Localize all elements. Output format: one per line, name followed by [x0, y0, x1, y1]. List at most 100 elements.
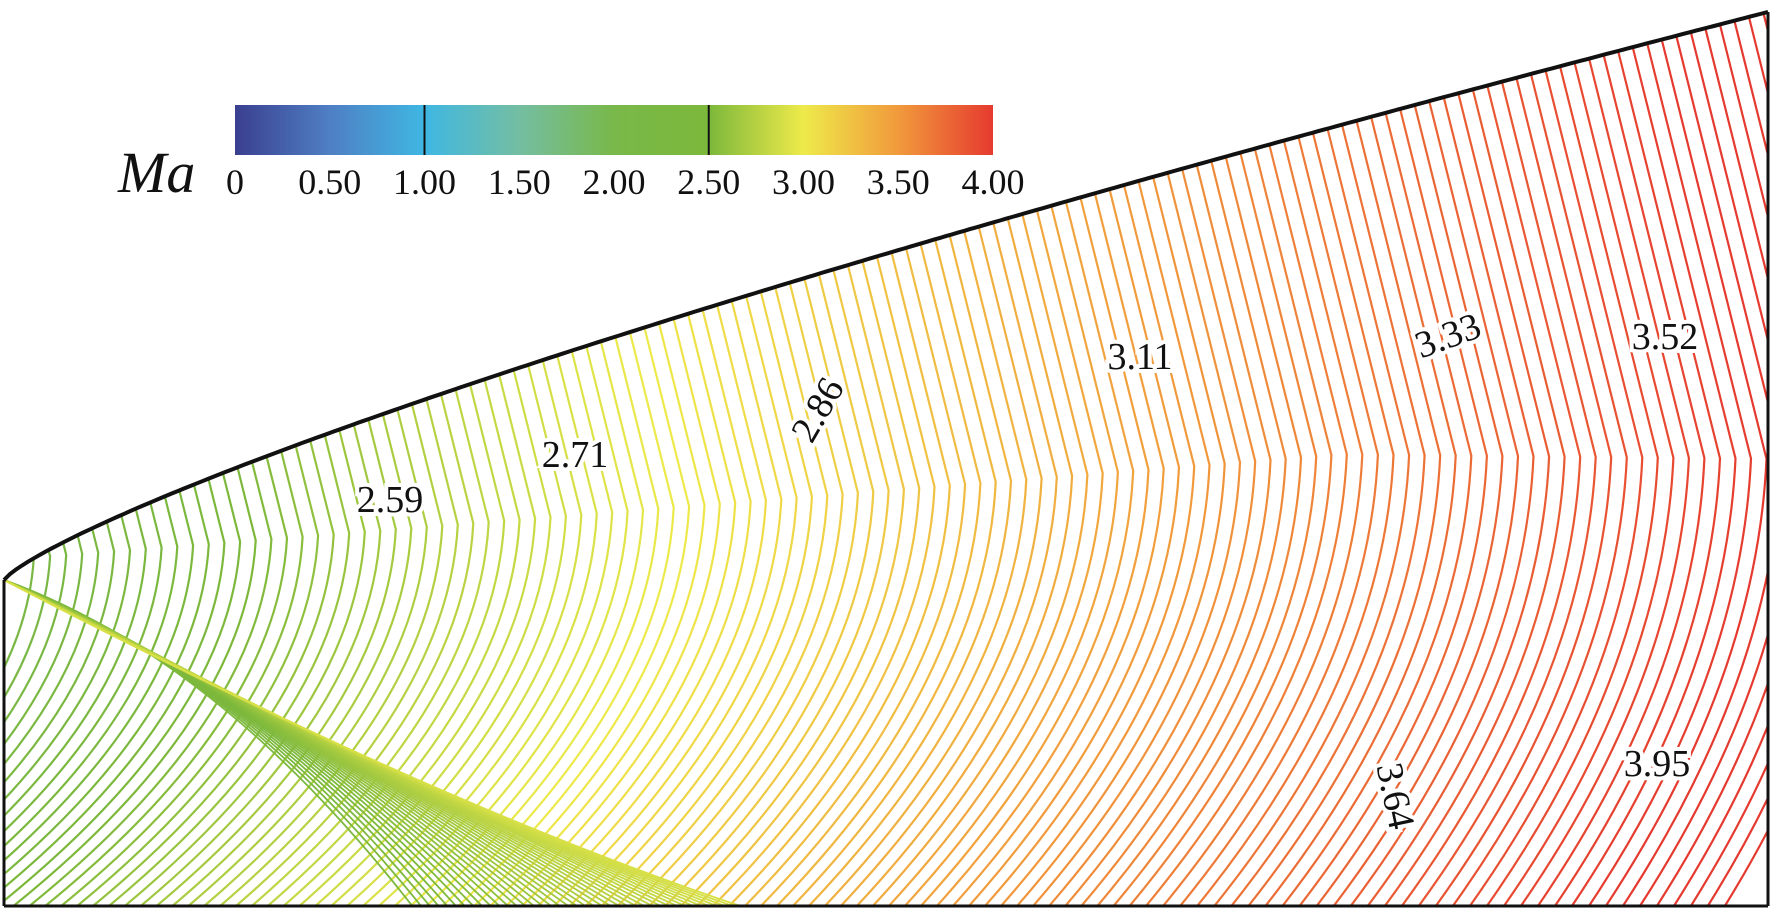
colorbar-tick-label: 2.00 [583, 162, 646, 202]
contour-line [1530, 54, 1706, 906]
contour-line [223, 393, 475, 906]
contour-line [1615, 35, 1768, 906]
contour-line [175, 408, 428, 906]
contour-line [1342, 96, 1535, 906]
contour-line [1153, 140, 1364, 906]
contour-line [32, 456, 289, 906]
contour-line [894, 205, 1120, 906]
contour-line [334, 359, 583, 906]
contour-line [1564, 46, 1737, 906]
contour-line [766, 239, 997, 906]
contour-line [4, 535, 84, 906]
contour-line [207, 398, 459, 906]
contour-line [1444, 73, 1628, 906]
contour-line [1256, 116, 1457, 906]
contour-line [287, 374, 537, 906]
contour-line [1188, 132, 1395, 906]
contour-line [622, 277, 860, 906]
contour-line [638, 273, 875, 906]
contour-label-halo: 3.52 [1632, 316, 1699, 358]
contour-label: 3.52 [1632, 316, 1699, 358]
contour-line [255, 383, 506, 906]
contour-line [702, 256, 936, 906]
colorbar-variable-label: Ma [117, 140, 195, 205]
nozzle-upper-wall [2, 10, 1769, 582]
contour-line [111, 429, 366, 906]
contour-line [1376, 89, 1566, 906]
contour-line [4, 472, 242, 906]
contour-line [590, 286, 829, 906]
colorbar-tick-label: 1.50 [488, 162, 551, 202]
contour-line [558, 295, 798, 906]
contour-line [1547, 50, 1722, 906]
contour-label: 3.95 [1624, 743, 1691, 785]
contour-line [878, 209, 1104, 906]
contour-label-halo: 2.59 [357, 479, 424, 521]
contour-label-halo: 3.95 [1624, 743, 1691, 785]
contour-line [1410, 81, 1597, 906]
contour-line [862, 213, 1089, 906]
contour-line [303, 369, 552, 906]
contour-line [1273, 112, 1473, 906]
contour-line [398, 341, 645, 906]
contour-line [1666, 24, 1768, 906]
contour-line [991, 180, 1211, 906]
contour-line [4, 478, 226, 906]
contour-line [1023, 172, 1242, 906]
contour-line [4, 521, 116, 906]
contour-line [4, 579, 772, 906]
contour-line [670, 264, 906, 906]
contour-line [1104, 152, 1318, 906]
contour-line [1120, 148, 1333, 906]
contour-label-halo: 3.11 [1107, 336, 1172, 378]
contour-line [430, 331, 675, 906]
contour-line [782, 234, 1013, 906]
contour-line [1649, 27, 1768, 906]
colorbar-tick-label: 0.50 [298, 162, 361, 202]
contour-label: 2.71 [542, 434, 609, 476]
contour-line [4, 502, 163, 906]
colorbar-tick-label: 1.00 [393, 162, 456, 202]
colorbar-bar [235, 105, 993, 155]
contour-line [798, 230, 1028, 906]
contour-line [4, 484, 210, 906]
contour-line [1239, 120, 1442, 906]
contour-label-halo: 2.71 [542, 434, 609, 476]
contour-line [4, 549, 52, 906]
contour-line [1427, 77, 1613, 906]
contour-line [4, 467, 257, 906]
contour-line [1478, 65, 1659, 906]
contour-line [4, 508, 147, 906]
contour-line [1171, 136, 1380, 906]
contour-line [16, 461, 273, 906]
contour-line [926, 197, 1150, 906]
contour-line [734, 247, 967, 906]
contour-label: 3.11 [1107, 336, 1172, 378]
colorbar-tick-label: 3.50 [867, 162, 930, 202]
contour-line [975, 184, 1196, 906]
contour-line [574, 291, 814, 906]
contour-line [846, 217, 1074, 906]
contour-line [96, 434, 351, 906]
colorbar-tick-label: 0 [226, 162, 244, 202]
contour-line [1055, 164, 1272, 906]
contour-line [143, 418, 397, 906]
contour-line [1683, 20, 1768, 906]
contour-line [1308, 104, 1504, 906]
contour-line [1513, 58, 1691, 906]
colorbar-tick-label: 4.00 [962, 162, 1025, 202]
contour-line [1581, 43, 1753, 906]
contour-line [959, 188, 1181, 906]
contour-line [1007, 176, 1226, 906]
contour-line [4, 542, 68, 906]
contour-line [1039, 168, 1257, 906]
contour-line [830, 222, 1058, 906]
colorbar-tick-label: 3.00 [772, 162, 835, 202]
contour-line [1461, 69, 1644, 906]
contour-line [1325, 100, 1520, 906]
contour-line [606, 282, 844, 906]
colorbar-markers [423, 105, 710, 155]
contour-line [1393, 85, 1582, 906]
contour-line [1071, 160, 1287, 906]
